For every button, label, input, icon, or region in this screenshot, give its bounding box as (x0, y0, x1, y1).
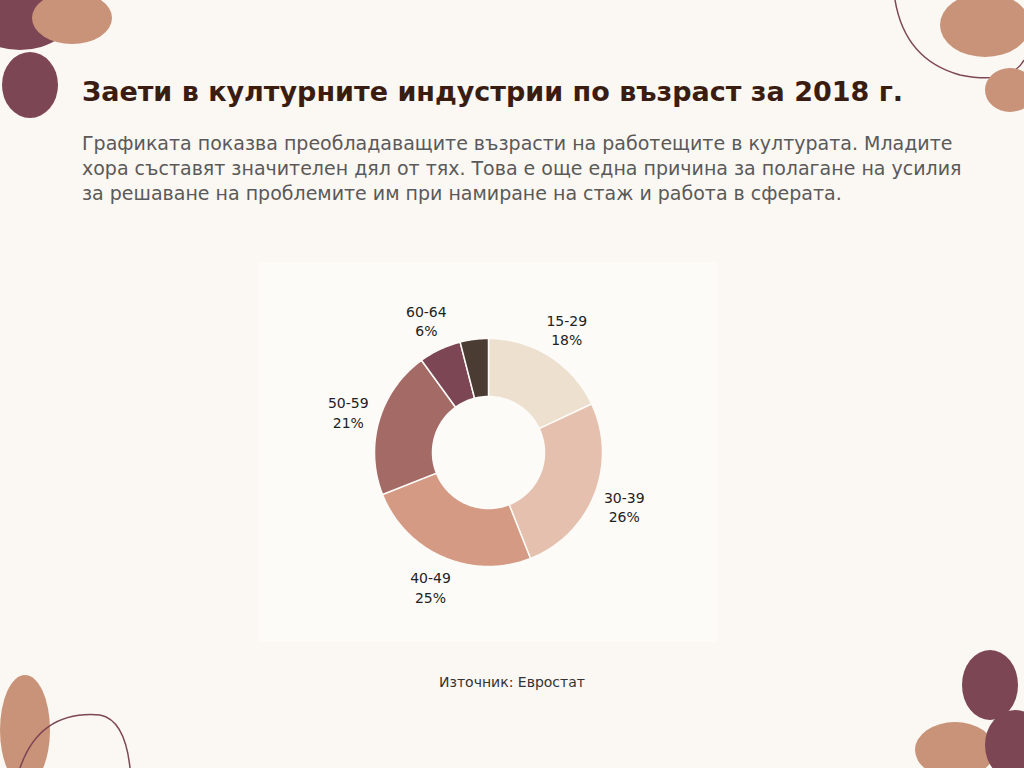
svg-text:60-646%: 60-646% (406, 304, 447, 340)
html-text:Източник: Евростат: Източник: Евростат (439, 674, 585, 690)
svg-text:40-4925%: 40-4925% (410, 570, 451, 606)
svg-text:30-3926%: 30-3926% (604, 490, 645, 526)
svg-text:50-5921%: 50-5921% (328, 395, 369, 431)
html-text:Графиката показва преобладаващ: Графиката показва преобладаващите възрас… (82, 132, 962, 204)
html-text:Заети в културните индустрии п: Заети в културните индустрии по възраст … (82, 76, 904, 107)
svg-text:15-2918%: 15-2918% (546, 313, 587, 349)
